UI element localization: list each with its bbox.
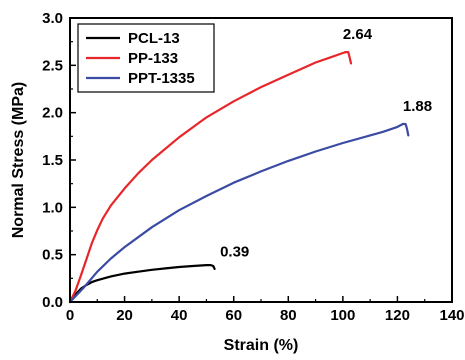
legend-label: PP-133 bbox=[128, 50, 178, 67]
series-line-ppt-1335 bbox=[68, 122, 410, 304]
y-tick-label: 1.0 bbox=[42, 199, 63, 216]
x-tick-label: 20 bbox=[116, 307, 133, 324]
y-axis-label: Normal Stress (MPa) bbox=[10, 82, 27, 239]
x-tick-label: 0 bbox=[66, 307, 74, 324]
plot-frame bbox=[69, 17, 453, 303]
y-tick-label: 2.0 bbox=[42, 105, 63, 122]
series-line-pcl-13 bbox=[68, 264, 216, 304]
y-tick-label: 1.5 bbox=[42, 152, 63, 169]
x-tick-label: 120 bbox=[385, 307, 410, 324]
x-axis-label: Strain (%) bbox=[224, 337, 299, 354]
x-tick-label: 60 bbox=[225, 307, 242, 324]
x-tick-label: 140 bbox=[439, 307, 464, 324]
series-layer bbox=[68, 50, 410, 304]
data-label: 0.39 bbox=[220, 244, 249, 261]
x-tick-label: 40 bbox=[171, 307, 188, 324]
y-tick-label: 0.5 bbox=[42, 247, 63, 264]
x-tick-label: 100 bbox=[330, 307, 355, 324]
x-tick-label: 80 bbox=[280, 307, 297, 324]
annotations-layer: 0.39 2.64 1.88 bbox=[220, 26, 432, 261]
data-label: 2.64 bbox=[343, 26, 373, 43]
ticks-layer: 0 20 40 60 80 100 120 140 0.0 0.5 1.0 1.5 2.0 2.5 3.0 bbox=[42, 10, 464, 324]
series-line-pp-133 bbox=[68, 50, 353, 304]
y-tick-label: 3.0 bbox=[42, 10, 63, 27]
legend: PCL-13 PP-133 PPT-1335 bbox=[77, 23, 215, 93]
y-tick-label: 2.5 bbox=[42, 57, 63, 74]
legend-label: PCL-13 bbox=[128, 30, 180, 47]
y-tick-label: 0.0 bbox=[42, 294, 63, 311]
legend-label: PPT-1335 bbox=[128, 70, 195, 87]
data-label: 1.88 bbox=[403, 98, 432, 115]
